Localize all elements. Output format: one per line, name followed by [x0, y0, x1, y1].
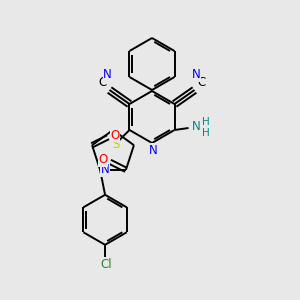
Text: C: C [98, 76, 106, 89]
Text: H: H [202, 117, 209, 127]
Text: N: N [101, 163, 110, 176]
Text: O: O [98, 153, 108, 166]
Text: H: H [202, 128, 209, 138]
Text: Cl: Cl [100, 258, 112, 271]
Text: N: N [148, 143, 158, 157]
Text: N: N [192, 121, 201, 134]
Text: N: N [192, 68, 201, 82]
Text: O: O [110, 129, 120, 142]
Text: S: S [112, 137, 119, 151]
Text: N: N [103, 68, 112, 82]
Text: C: C [197, 76, 206, 89]
